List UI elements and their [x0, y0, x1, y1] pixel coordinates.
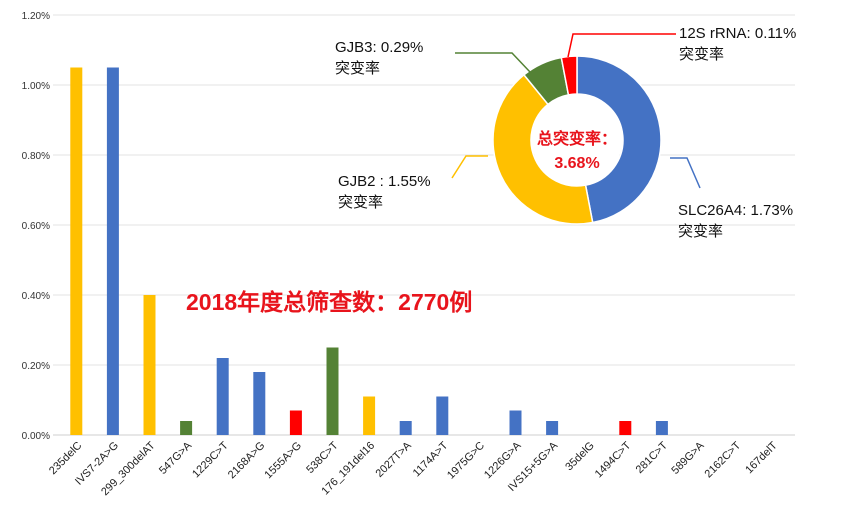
y-tick-label: 0.20% — [22, 361, 50, 372]
leader-line — [455, 52, 531, 73]
bar-2168A>G — [253, 372, 266, 435]
x-tick-label: 2027T>A — [374, 439, 415, 480]
y-tick-label: 0.00% — [22, 431, 50, 442]
x-tick-label: 35delG — [563, 440, 597, 474]
slice-label: SLC26A4: 1.73% — [678, 202, 793, 219]
bar-1229C>T — [216, 358, 229, 435]
slice-sublabel: 突变率 — [679, 46, 724, 63]
slice-sublabel: 突变率 — [335, 60, 380, 77]
slice-label: GJB3: 0.29% — [335, 39, 423, 56]
donut-slice-GJB2 — [492, 73, 594, 225]
bar-547G>A — [180, 421, 193, 435]
x-tick-label: 281C>T — [634, 439, 671, 476]
bar-538C>T — [326, 347, 339, 435]
slice-sublabel: 突变率 — [338, 194, 383, 211]
x-tick-label: 1555A>G — [262, 440, 304, 482]
leader-line — [567, 33, 676, 58]
x-tick-label: 538C>T — [304, 439, 341, 476]
screening-total-annotation: 2018年度总筛查数：2770例 — [186, 289, 473, 315]
bar-IVS7-2A>G — [106, 67, 119, 435]
slice-sublabel: 突变率 — [678, 223, 723, 240]
x-tick-label: 1229C>T — [190, 439, 231, 480]
y-tick-label: 0.80% — [22, 151, 50, 162]
y-tick-label: 1.20% — [22, 11, 50, 22]
y-tick-label: 0.60% — [22, 221, 50, 232]
slice-label: GJB2 : 1.55% — [338, 173, 431, 190]
x-tick-label: 547G>A — [157, 439, 195, 477]
bar-IVS15+5G>A — [546, 421, 559, 435]
donut-hole — [532, 95, 622, 185]
bar-176_191del16 — [363, 396, 376, 435]
donut-center-title: 总突变率： — [537, 129, 617, 148]
bar-1174A>T — [436, 396, 449, 435]
x-tick-label: 589G>A — [669, 439, 707, 477]
bar-1226G>A — [509, 410, 522, 435]
x-tick-label: 2168A>G — [226, 440, 268, 482]
x-tick-label: 1975G>C — [445, 440, 487, 482]
bar-2027T>A — [399, 421, 412, 435]
bar-299_300delAT — [143, 295, 156, 435]
y-tick-label: 1.00% — [22, 81, 50, 92]
bar-1494C>T — [619, 421, 632, 435]
donut-center-value: 3.68% — [554, 155, 599, 172]
bar-1555A>G — [289, 410, 302, 435]
bar-235delC — [70, 67, 83, 435]
donut-slice-12S-rRNA — [560, 55, 578, 96]
bar-281C>T — [655, 421, 668, 435]
leader-line — [451, 155, 488, 179]
y-tick-label: 0.40% — [22, 291, 50, 302]
slice-label: 12S rRNA: 0.11% — [679, 25, 796, 42]
x-tick-label: 1494C>T — [593, 439, 634, 480]
donut-slice-SLC26A4 — [576, 55, 662, 224]
leader-line — [670, 157, 701, 189]
x-tick-label: 235delC — [47, 440, 84, 477]
x-tick-label: 167delT — [743, 439, 780, 476]
x-tick-label: 2162C>T — [703, 439, 744, 480]
